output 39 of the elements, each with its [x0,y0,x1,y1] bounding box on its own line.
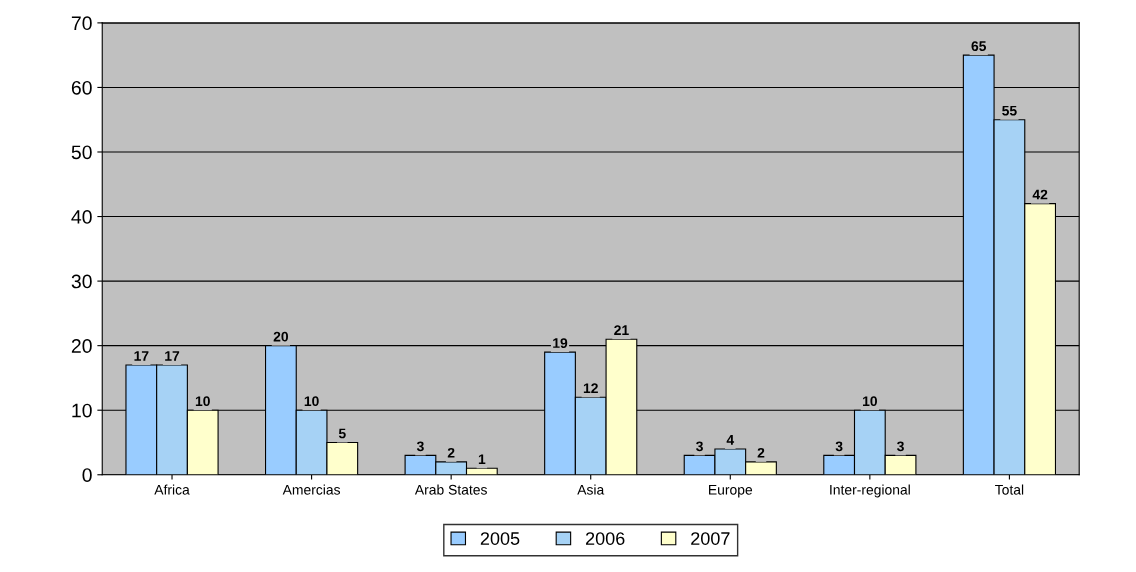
data-label: 3 [835,441,843,452]
data-label: 10 [304,396,319,407]
y-tick-label: 30 [71,274,92,289]
y-tick-label: 50 [71,145,92,160]
data-label: 2 [447,447,455,458]
data-label: 2 [757,447,765,458]
data-label: 12 [583,383,598,394]
y-tick-label: 10 [72,403,92,418]
data-label: 17 [134,351,149,361]
data-label: 3 [897,441,904,452]
x-tick-label: Africa [154,484,190,495]
legend-label: 2007 [691,532,730,545]
x-tick-label: Amercias [282,484,341,495]
y-tick-label: 0 [82,468,92,482]
data-label: 42 [1032,189,1048,200]
data-label: 21 [614,325,629,335]
data-label: 3 [696,441,703,452]
data-label: 20 [273,331,289,342]
x-tick-label: Inter-regional [830,484,910,498]
y-tick-label: 40 [71,210,92,224]
data-label: 55 [1002,105,1017,116]
x-tick-label: Arab States [414,484,487,495]
x-tick-label: Europe [709,484,753,498]
data-label: 17 [165,351,180,361]
data-label: 19 [553,338,568,348]
x-tick-label: Asia [577,484,605,495]
data-label: 3 [416,441,424,452]
data-label: 5 [338,428,346,439]
x-tick-label: Total [995,484,1024,495]
data-label: 1 [478,454,486,465]
data-label: 65 [971,41,987,52]
legend-label: 2005 [480,532,520,545]
data-label: 10 [195,396,210,407]
data-label: 10 [863,396,878,407]
legend-label: 2006 [585,532,625,545]
data-label: 4 [726,435,735,445]
y-tick-label: 70 [71,16,92,31]
y-tick-label: 20 [71,339,92,353]
y-tick-label: 60 [71,80,92,95]
